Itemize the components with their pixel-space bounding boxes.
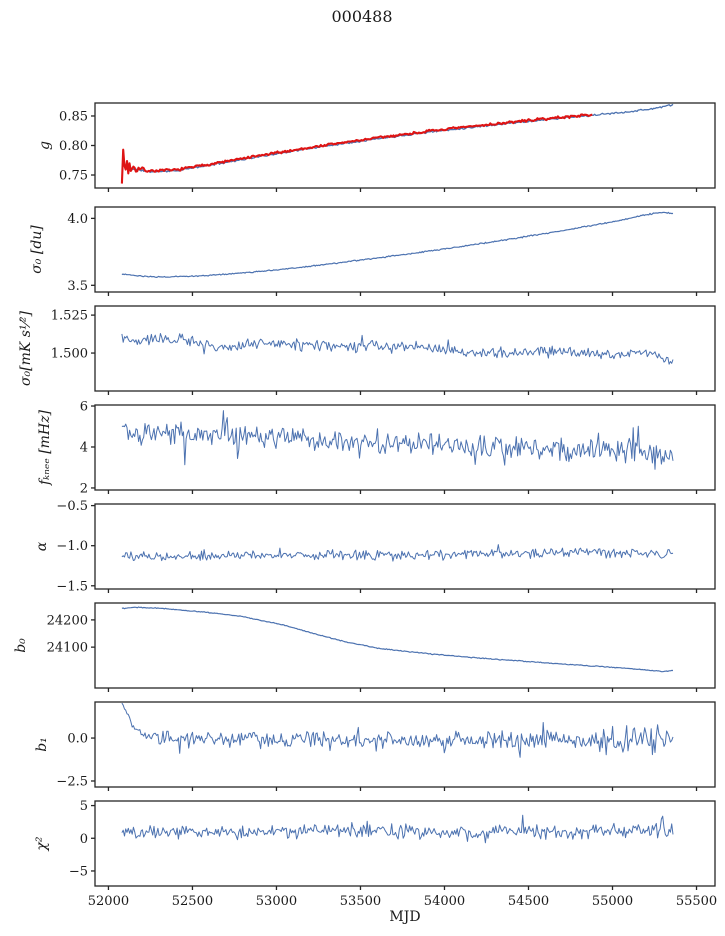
b1-line [121,702,674,758]
y-tick-label: 3.5 [67,279,88,294]
y-axis-ticks: −0.5 −1.0 −1.5 [56,499,95,594]
sigma0-mks-line [121,333,674,365]
y-axis-ticks: 24200 24100 [47,613,95,656]
alpha-line [121,544,674,562]
x-axis-ticks: 52000 52500 53000 53500 54000 54500 55000 55500 [88,886,717,909]
x-axis-label: MJD [389,909,421,925]
series-group [121,544,674,562]
series-group [121,211,674,278]
y-tick-label: 0.75 [59,169,88,184]
y-axis-title-3: fₖₙₑₑ [mHz] [37,409,53,486]
x-axis-ticks [107,391,698,395]
y-axis-title-0: g [37,141,53,150]
axes-spines [94,602,716,689]
fknee-line [121,410,674,470]
subplot-4: −0.5 −1.0 −1.5 α [34,499,716,594]
y-axis-title-1: σ₀ [du] [29,225,45,274]
x-tick-label: 55500 [676,894,717,909]
axes-spines [94,701,716,788]
y-tick-label: 0.85 [59,110,88,125]
x-tick-label: 54000 [424,894,465,909]
figure-title: 000488 [331,7,393,26]
y-tick-label: 2 [80,482,88,497]
y-axis-title-2: σ₀[mK s¹⁄²] [18,310,34,386]
x-axis-ticks [107,787,698,791]
b0-line [121,606,674,673]
x-tick-label: 55000 [592,894,633,909]
y-axis-ticks: 6 4 2 [80,400,95,497]
y-axis-ticks: 4.0 3.5 [67,212,95,294]
y-tick-label: 1.500 [51,347,88,362]
axes-spines [94,305,716,392]
x-axis-ticks [107,292,698,296]
y-tick-label: −1.5 [56,579,88,594]
subplot-1: 4.0 3.5 σ₀ [du] [29,206,716,296]
g-fit-line [120,113,593,184]
x-tick-label: 54500 [508,894,549,909]
y-axis-ticks: 0.85 0.80 0.75 [59,110,95,184]
series-group [121,410,674,470]
series-group [121,702,674,758]
subplot-0: 0.85 0.80 0.75 g [37,102,716,192]
y-tick-label: 1.525 [51,309,88,324]
y-tick-label: −5 [69,865,88,880]
y-tick-label: 0 [80,832,88,847]
chi2-line [121,814,674,844]
x-tick-label: 53500 [340,894,381,909]
x-axis-ticks [107,490,698,494]
axes-spines [94,206,716,293]
x-axis-ticks [107,188,698,192]
y-tick-label: −1.0 [56,539,88,554]
axes-spines [94,102,716,189]
x-tick-label: 52000 [88,894,129,909]
x-axis-ticks [107,688,698,692]
y-axis-title-5: b₀ [13,638,29,653]
y-tick-label: 24200 [47,613,88,628]
y-axis-ticks: 0.0 −2.5 [56,732,95,790]
y-axis-title-4: α [34,541,50,551]
y-tick-label: 4 [80,441,88,456]
subplot-6: 0.0 −2.5 b₁ [34,701,716,791]
y-axis-ticks: 1.525 1.500 [51,309,95,362]
y-tick-label: 0.80 [59,139,88,154]
y-tick-label: 5 [80,799,88,814]
y-axis-title-6: b₁ [34,737,50,752]
y-tick-label: 24100 [47,641,88,656]
y-tick-label: 0.0 [67,732,88,747]
axes-spines [94,800,716,887]
axes-spines [94,503,716,590]
y-tick-label: −0.5 [56,499,88,514]
series-group [121,333,674,365]
x-axis-ticks [107,589,698,593]
y-axis-title-7: χ² [34,836,50,851]
y-tick-label: −2.5 [56,775,88,790]
series-group [121,606,674,673]
series-group [121,814,674,844]
subplot-5: 24200 24100 b₀ [13,602,716,692]
x-tick-label: 53000 [256,894,297,909]
subplot-2: 1.525 1.500 σ₀[mK s¹⁄²] [18,305,716,395]
subplot-3: 6 4 2 fₖₙₑₑ [mHz] [37,400,716,497]
y-tick-label: 4.0 [67,212,88,227]
y-axis-ticks: 5 0 −5 [69,799,95,880]
series-group [120,103,674,184]
x-tick-label: 52500 [172,894,213,909]
y-tick-label: 6 [80,400,88,415]
sigma0-du-line [121,211,674,278]
